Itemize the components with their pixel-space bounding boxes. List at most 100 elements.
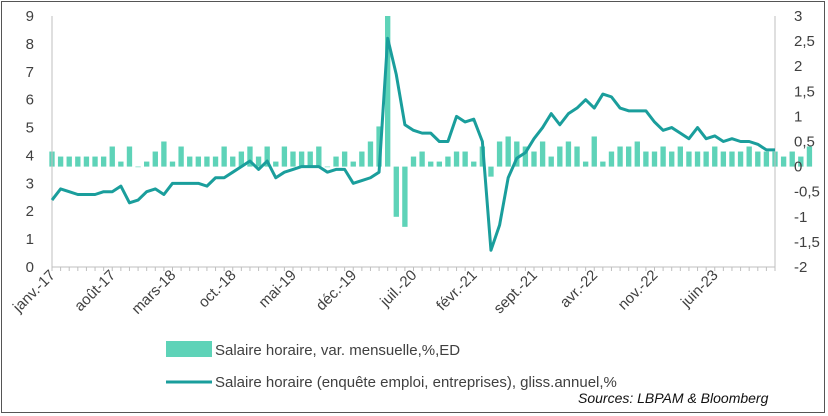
bar (298, 151, 305, 167)
bar (694, 151, 701, 167)
x-tick-label: oct.-18 (195, 267, 239, 311)
x-tick-label: juil.-20 (376, 267, 420, 311)
bar (617, 146, 623, 167)
bar (221, 146, 227, 167)
bar (608, 151, 615, 167)
bar (798, 156, 804, 167)
bar (126, 146, 133, 167)
bar (367, 141, 374, 167)
right-tick-label: -2 (794, 259, 807, 276)
bar (135, 166, 141, 168)
right-tick-label: -1,5 (794, 234, 820, 251)
bar (57, 156, 64, 167)
bar (582, 161, 589, 167)
x-tick-label: févr.-21 (433, 267, 480, 314)
bar (548, 156, 554, 167)
left-tick-label: 0 (26, 259, 34, 276)
bar (522, 146, 529, 167)
bar (686, 151, 692, 167)
bar (703, 151, 709, 167)
bar (789, 151, 795, 167)
x-tick-label: avr.-22 (557, 267, 601, 311)
left-tick-label: 3 (26, 175, 34, 192)
right-tick-label: -1 (794, 209, 807, 226)
right-tick-label: 1 (794, 108, 802, 125)
source-note: Sources: LBPAM & Bloomberg (578, 390, 769, 406)
bar (178, 146, 184, 167)
bar (66, 156, 72, 167)
left-tick-label: 9 (26, 8, 34, 25)
bar (307, 151, 313, 167)
bar (273, 161, 279, 167)
right-tick-label: 3 (794, 8, 802, 25)
right-tick-label: -0,5 (794, 184, 820, 201)
right-tick-label: 0 (794, 159, 802, 176)
line-series (50, 36, 775, 252)
bar (316, 146, 322, 167)
bar (419, 151, 425, 167)
left-tick-label: 6 (26, 92, 34, 109)
bar (204, 156, 210, 167)
bar (445, 156, 451, 167)
bar (92, 156, 98, 167)
line-path (50, 36, 775, 252)
bar (118, 161, 124, 167)
x-tick-label: déc.-19 (313, 267, 360, 314)
bar (247, 146, 253, 167)
bar (212, 156, 219, 167)
right-tick-label: 2,5 (794, 33, 815, 50)
bar (238, 151, 245, 167)
left-tick-label: 5 (26, 120, 34, 137)
bar (557, 146, 563, 167)
bar (514, 141, 520, 167)
left-tick-label: 2 (26, 203, 34, 220)
bar (720, 151, 727, 167)
bar (505, 136, 511, 167)
legend-label-bar: Salaire horaire, var. mensuelle,%,ED (215, 342, 460, 359)
bar (83, 156, 90, 167)
bar (195, 156, 201, 167)
x-tick-label: sept.-21 (490, 267, 540, 317)
bar (410, 156, 417, 167)
bar (402, 166, 408, 227)
x-tick-label: nov.-22 (615, 267, 662, 314)
x-tick-label: août-17 (71, 267, 119, 315)
bar (333, 156, 339, 167)
bar (600, 161, 606, 167)
axes (51, 16, 776, 271)
bar (626, 146, 632, 167)
bar (806, 146, 813, 167)
right-axis-ticks: -2 -1,5 -1 -0,5 0 0,5 1 1,5 2 2,5 3 (794, 8, 820, 276)
bar (230, 156, 236, 167)
right-tick-label: 0,5 (794, 134, 815, 151)
bar (471, 161, 477, 167)
bar (393, 166, 399, 217)
bar (651, 151, 658, 167)
bar (574, 146, 580, 167)
bar (462, 151, 468, 167)
left-axis-ticks: 0 1 2 3 4 5 6 7 8 9 (26, 8, 34, 276)
bar (152, 151, 158, 167)
bar (539, 141, 546, 167)
bar (264, 146, 270, 167)
bar (341, 151, 348, 167)
left-tick-label: 4 (26, 147, 34, 164)
legend-swatch-bar (166, 341, 212, 357)
bar (428, 161, 434, 167)
bar (75, 156, 81, 167)
x-axis-ticks: janv.-17 août-17 mars-18 oct.-18 mai-19 déc.-… (9, 267, 721, 318)
bar (255, 156, 262, 167)
right-tick-label: 1,5 (794, 83, 815, 100)
left-tick-label: 8 (26, 36, 34, 53)
bar (350, 161, 356, 167)
bar (187, 156, 193, 167)
bar (660, 146, 666, 167)
x-tick-label: mai-19 (255, 267, 299, 311)
bar (324, 166, 331, 168)
bar (496, 141, 503, 167)
left-tick-label: 7 (26, 64, 34, 81)
bar (385, 16, 391, 167)
bar (376, 126, 382, 167)
bar (359, 151, 365, 167)
bar (737, 151, 744, 167)
